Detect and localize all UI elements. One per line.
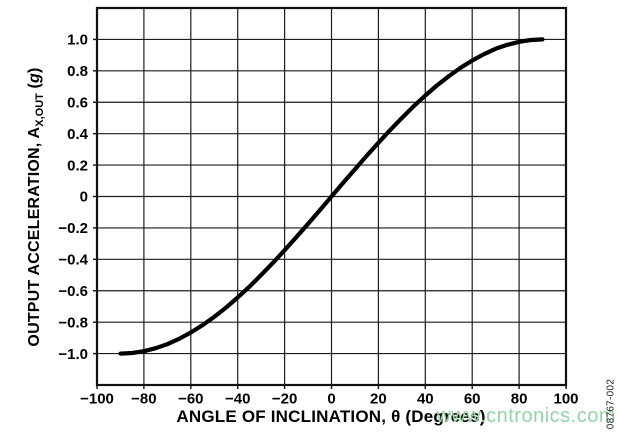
y-tick-label: −1.0	[58, 346, 88, 363]
y-axis-label-unit-close: )	[25, 67, 43, 73]
x-tick-label: −80	[131, 391, 156, 408]
y-tick-label: −0.4	[58, 252, 88, 269]
x-tick-label: 80	[511, 391, 528, 408]
y-axis-label-main: OUTPUT ACCELERATION, A	[25, 126, 43, 347]
x-tick-label: 40	[417, 391, 434, 408]
y-tick-label: 0.8	[67, 63, 88, 80]
watermark-text: www.cntronics.com	[436, 405, 616, 427]
x-tick-label: 60	[464, 391, 481, 408]
plot-border	[95, 6, 568, 387]
x-tick-label: 100	[553, 391, 578, 408]
tick-marks	[93, 38, 567, 389]
x-tick-label: 0	[327, 391, 335, 408]
y-tick-label: −0.2	[58, 220, 88, 237]
y-tick-label: 0	[80, 189, 88, 206]
x-tick-label: 20	[370, 391, 387, 408]
y-axis-label-unit-open: (	[25, 82, 43, 94]
y-tick-label: 0.4	[67, 126, 89, 143]
y-tick-label: 1.0	[67, 32, 88, 49]
y-axis-label-unit-g: g	[25, 72, 43, 83]
data-curve	[118, 37, 545, 356]
x-tick-label: −20	[272, 391, 297, 408]
sine-curve	[118, 37, 545, 356]
grid-lines	[97, 8, 566, 385]
x-axis-label: ANGLE OF INCLINATION, θ (Degrees)	[176, 407, 486, 426]
y-tick-label: −0.6	[58, 283, 88, 300]
x-tick-label: −60	[178, 391, 203, 408]
y-tick-labels: −1.0 −0.8 −0.6 −0.4 −0.2 0 0.2 0.4 0.6 0.8 1.0	[58, 32, 88, 363]
figure-number: 08767-002	[605, 378, 617, 430]
y-tick-label: 0.2	[67, 157, 88, 174]
x-tick-label: −40	[225, 391, 250, 408]
y-axis-label: OUTPUT ACCELERATION, AX,OUT (g)	[26, 67, 46, 346]
y-tick-label: 0.6	[67, 94, 88, 111]
x-tick-label: −100	[80, 391, 114, 408]
x-tick-labels: −100 −80 −60 −40 −20 0 20 40 60 80 100	[80, 391, 578, 408]
y-tick-label: −0.8	[58, 314, 88, 331]
y-axis-label-subscript: X,OUT	[34, 93, 47, 127]
